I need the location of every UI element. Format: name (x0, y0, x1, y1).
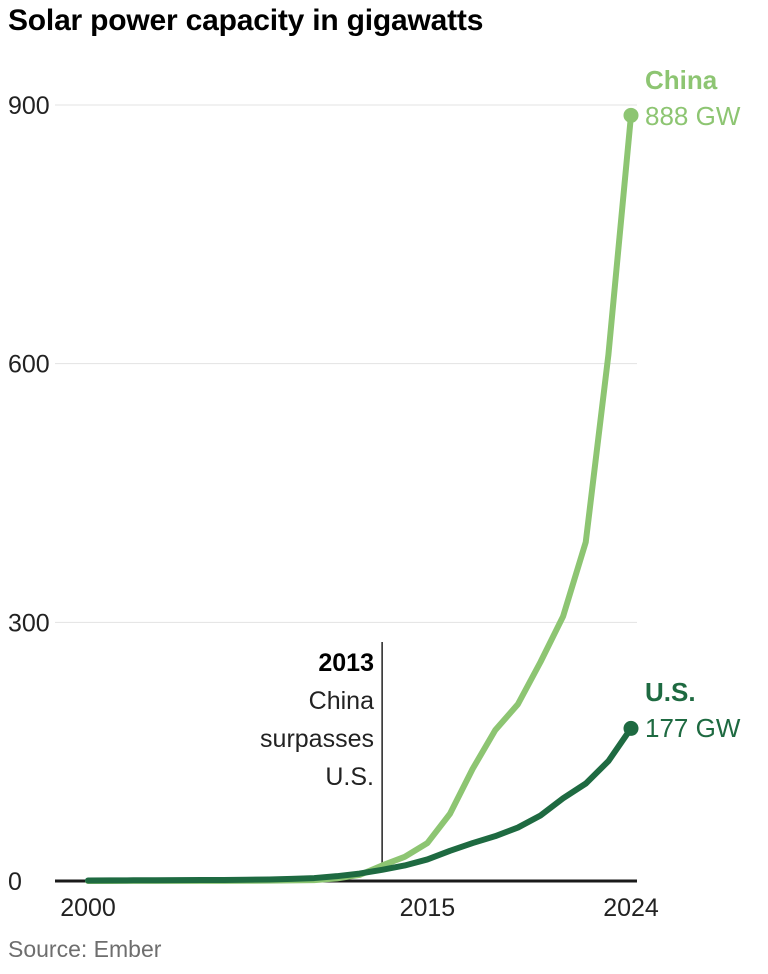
chart-title: Solar power capacity in gigawatts (8, 4, 484, 37)
annotation-year: 2013 (318, 649, 374, 677)
end-label-china: China 888 GW (645, 62, 740, 134)
source-note: Source: Ember (8, 936, 162, 962)
end-label-us: U.S. 177 GW (645, 674, 740, 746)
us-line (85, 725, 634, 884)
us-end-dot (623, 720, 639, 736)
annotation-line-1: China (308, 687, 374, 715)
y-tick-label: 600 (8, 351, 50, 379)
x-tick-label: 2000 (60, 894, 116, 922)
x-tick-label: 2015 (400, 894, 456, 922)
annotation-line-3: U.S. (325, 763, 374, 791)
x-tick-label: 2024 (603, 894, 659, 922)
y-tick-label: 300 (8, 609, 50, 637)
series-name-china: China (645, 65, 718, 95)
china-end-dot (623, 107, 639, 123)
series-value-us: 177 GW (645, 713, 741, 743)
y-tick-label: 0 (8, 868, 22, 896)
series-value-china: 888 GW (645, 101, 741, 131)
series-name-us: U.S. (645, 677, 696, 707)
annotation-2013: 2013 China surpasses U.S. (260, 644, 374, 796)
y-tick-label: 900 (8, 92, 50, 120)
annotation-line-2: surpasses (260, 725, 374, 753)
